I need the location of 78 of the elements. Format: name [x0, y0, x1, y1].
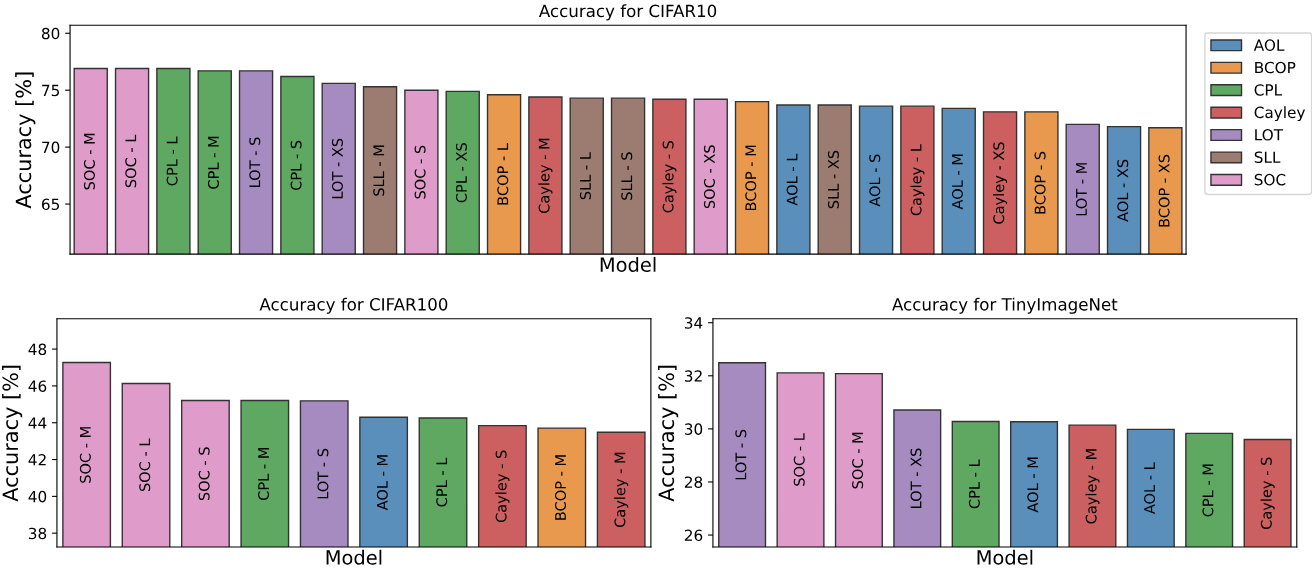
category-label: CPL - L	[436, 457, 448, 507]
y-tick-label: 42	[28, 454, 46, 466]
category-label: BCOP - L	[497, 143, 509, 205]
category-label: BCOP - M	[554, 455, 567, 520]
category-label: SOC - M	[79, 427, 91, 483]
category-label: SOC - L	[139, 438, 151, 492]
category-label: SLL - M	[373, 145, 385, 196]
x-axis-title: Model	[326, 549, 382, 565]
category-label: LOT - S	[735, 429, 747, 480]
chart-title: Accuracy for CIFAR10	[538, 4, 717, 21]
y-tick-label: 44	[28, 417, 47, 429]
y-tick-label: 38	[28, 527, 47, 540]
category-label: Cayley - M	[538, 138, 553, 214]
category-label: CPL - M	[1202, 464, 1214, 517]
category-label: SLL - XS	[827, 150, 839, 209]
category-label: LOT - XS	[331, 138, 343, 199]
y-tick-label: 75	[42, 84, 59, 97]
x-axis-title: Model	[977, 549, 1033, 565]
y-tick-label: 48	[28, 343, 47, 356]
legend-label: CPL	[1254, 84, 1283, 96]
category-label: Cayley - M	[614, 452, 629, 528]
category-label: LOT - S	[249, 137, 261, 187]
y-tick-label: 34	[684, 317, 703, 329]
category-label: SOC - XS	[703, 145, 715, 209]
legend-label: Cayley	[1254, 106, 1306, 122]
category-label: CPL - M	[258, 448, 270, 501]
y-tick-label: 46	[28, 380, 47, 392]
category-label: CPL - L	[968, 459, 980, 509]
category-label: CPL - M	[207, 136, 219, 189]
category-label: Cayley - S	[1260, 457, 1275, 530]
y-tick-label: 26	[684, 529, 703, 542]
y-axis-title: Accuracy [%]	[15, 72, 36, 209]
category-label: BCOP - S	[1034, 151, 1046, 214]
category-label: AOL - S	[869, 154, 881, 207]
category-label: CPL - XS	[455, 143, 467, 203]
x-axis-title: Model	[600, 256, 656, 272]
category-label: LOT - S	[317, 448, 329, 499]
y-axis-title: Accuracy [%]	[2, 365, 23, 502]
category-label: LOT - M	[1075, 163, 1087, 216]
category-label: AOL - XS	[1117, 159, 1129, 222]
category-label: AOL - M	[376, 455, 388, 511]
y-tick-label: 28	[684, 476, 703, 488]
category-label: SOC - M	[852, 432, 864, 489]
category-label: BCOP - M	[745, 145, 757, 211]
y-tick-label: 70	[42, 141, 60, 154]
category-label: BCOP - XS	[1158, 154, 1170, 227]
category-label: SLL - L	[579, 152, 591, 200]
chart-title: Accuracy for CIFAR100	[259, 297, 448, 314]
y-axis-title: Accuracy [%]	[658, 365, 679, 502]
category-label: CPL - L	[166, 136, 178, 186]
category-label: SOC - M	[83, 133, 95, 190]
legend-label: LOT	[1255, 129, 1284, 141]
legend-label: SLL	[1254, 151, 1281, 163]
category-label: Cayley - XS	[992, 142, 1008, 224]
category-label: SOC - L	[125, 134, 137, 188]
chart-title: Accuracy for TinyImageNet	[892, 297, 1118, 314]
y-tick-label: 30	[684, 423, 703, 435]
category-label: AOL - L	[1144, 462, 1156, 515]
category-label: SLL - S	[621, 152, 633, 200]
category-label: Cayley - L	[910, 144, 925, 216]
category-label: Cayley - M	[1085, 449, 1100, 524]
category-label: SOC - L	[793, 433, 805, 486]
legend-label: SOC	[1254, 173, 1286, 186]
category-label: Cayley - S	[662, 140, 677, 213]
category-label: LOT - XS	[910, 448, 922, 508]
y-tick-label: 40	[28, 490, 47, 503]
y-tick-label: 32	[684, 370, 702, 382]
category-label: AOL - M	[951, 154, 963, 210]
category-label: CPL - S	[290, 140, 302, 190]
legend-label: BCOP	[1255, 61, 1296, 74]
category-label: Cayley - S	[495, 450, 510, 523]
legend-label: AOL	[1253, 39, 1285, 51]
y-tick-label: 65	[41, 198, 59, 211]
y-tick-label: 80	[41, 27, 60, 40]
category-label: AOL - M	[1027, 457, 1039, 513]
category-label: SOC - S	[198, 447, 210, 501]
category-label: SOC - S	[414, 145, 426, 199]
category-label: AOL - L	[786, 153, 798, 206]
